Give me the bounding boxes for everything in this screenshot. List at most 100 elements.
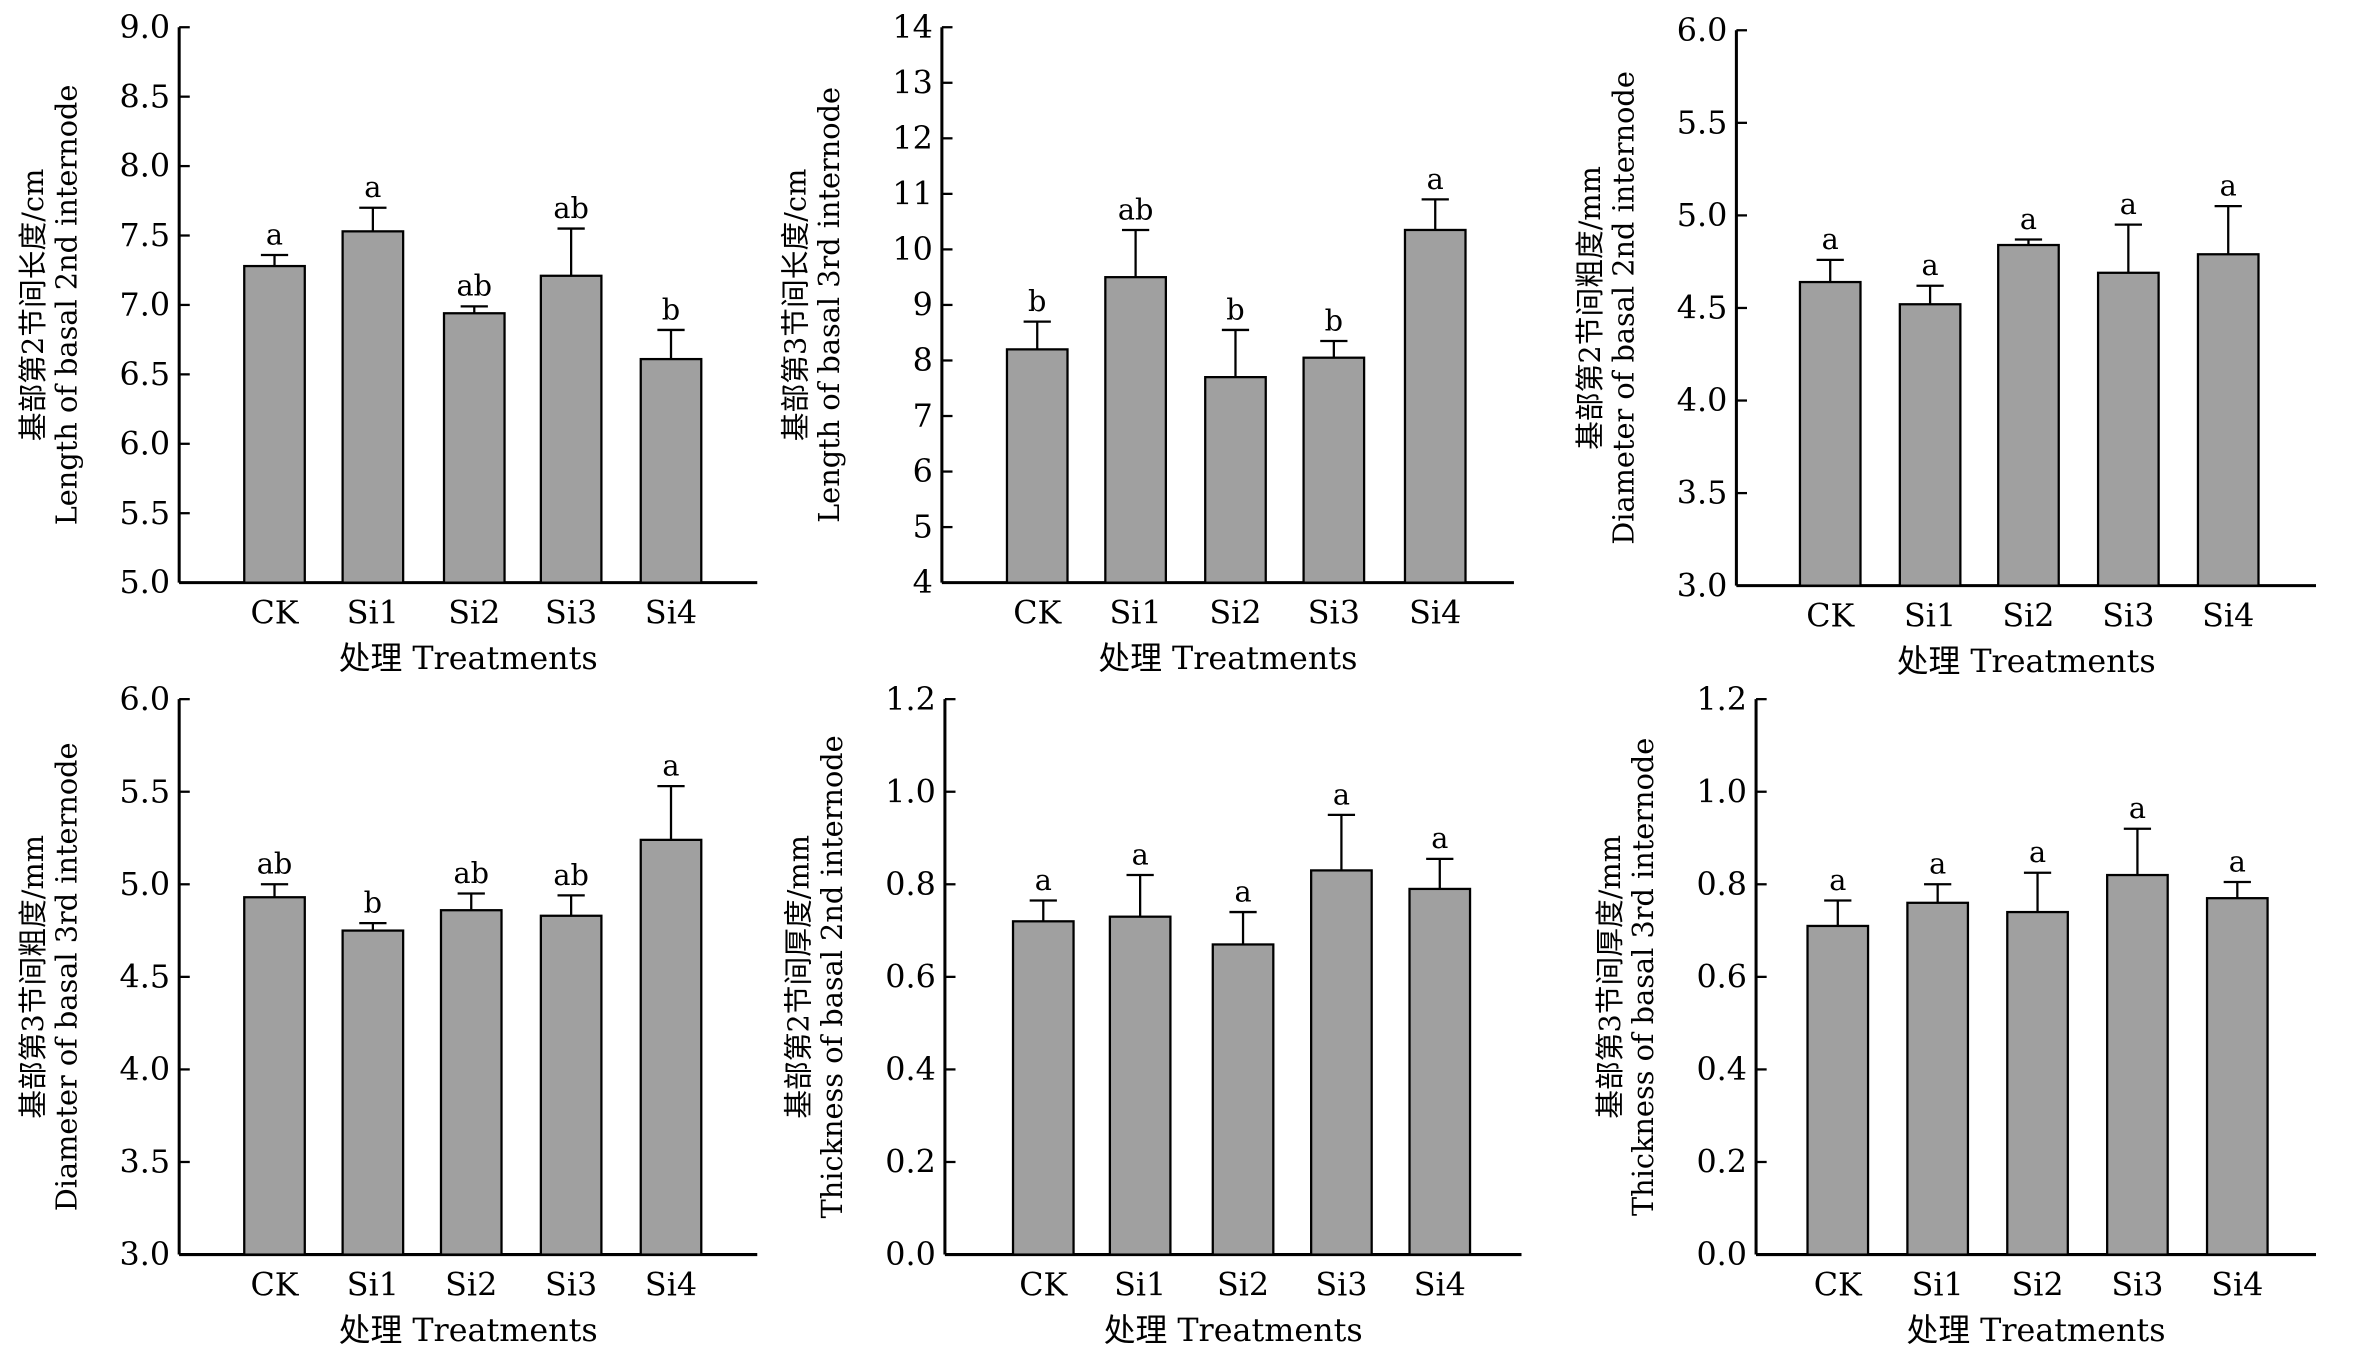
bar [539,274,603,584]
y-tick-label: 0.0 [885,1237,936,1273]
y-tick-label: 0.8 [1696,867,1747,903]
y-tick-label: 0.8 [885,867,936,903]
significance-letter: a [1132,837,1149,871]
y-axis-label-en: Length of basal 2nd internode [49,85,83,526]
x-tick-label: CK [250,1267,299,1303]
y-tick-label: 8.0 [120,149,171,185]
bar [1108,915,1172,1256]
y-tick-label: 3.5 [1677,476,1728,512]
x-tick-label: Si3 [545,1267,597,1303]
significance-letter: ab [1118,192,1154,226]
chart-panel-6: 0.0 0.2 0.4 0.6 0.8 1.0 1.2 a CK a Si1 a Si2 a Si3 a Si4… [1593,682,2316,1349]
x-tick-label: Si4 [1414,1267,1466,1303]
y-axis-label-cn: 基部第3节间粗度/mm [16,835,50,1119]
y-tick-label: 8.5 [120,79,171,115]
y-tick-label: 5.0 [120,565,171,601]
significance-letter: a [2120,187,2137,221]
bar [1011,920,1075,1256]
significance-letter: a [1431,821,1448,855]
x-tick-label: Si1 [1114,1267,1166,1303]
bar [442,312,506,584]
x-tick-label: Si1 [1110,595,1162,631]
y-axis-label-en: Length of basal 3rd internode [812,87,846,523]
y-tick-label: 4.0 [1677,383,1728,419]
x-tick-label: Si2 [448,595,500,631]
x-axis-label: 处理 Treatments [1907,1313,2166,1349]
bar [243,896,306,1256]
y-tick-label: 5.5 [120,496,171,532]
significance-letter: ab [553,191,589,225]
x-tick-label: Si4 [645,595,697,631]
y-tick-label: 6.5 [120,357,171,393]
x-tick-label: CK [1013,595,1062,631]
y-axis-label-en: Thickness of basal 3rd internode [1626,738,1660,1216]
significance-letter: b [1028,284,1046,318]
y-tick-label: 0.2 [1696,1145,1747,1181]
y-tick-label: 1.2 [1696,682,1747,718]
y-tick-label: 1.0 [885,774,936,810]
y-tick-label: 9 [913,288,933,324]
significance-letter: ab [553,858,589,892]
x-tick-label: Si2 [2002,599,2054,635]
significance-letter: b [662,292,680,326]
x-tick-label: Si1 [347,1267,399,1303]
chart-panel-3: 3.0 3.5 4.0 4.5 5.0 5.5 6.0 a CK a Si1 a Si2 a Si3 a Si4… [1573,13,2316,680]
x-tick-label: Si3 [2102,599,2154,635]
bar [639,357,703,584]
y-tick-label: 11 [892,176,932,212]
y-tick-label: 4.0 [120,1052,171,1088]
significance-letter: b [364,886,382,920]
chart-panel-1: 5.0 5.5 6.0 6.5 7.0 7.5 8.0 8.5 9.0 a CK a Si1 ab Si2 a… [16,10,758,677]
y-tick-label: 7.0 [120,288,171,324]
y-axis-label-cn: 基部第2节间厚度/mm [782,835,816,1119]
chart-panel-2: 4 5 6 7 8 9 10 11 12 13 14 b CK ab Si1 b Si2 b Si3 a Si4 处理 T… [779,10,1514,677]
bar [1403,228,1467,584]
y-tick-label: 0.4 [1696,1052,1747,1088]
y-tick-label: 4.5 [1677,291,1728,327]
significance-letter: a [2129,791,2146,825]
x-tick-label: Si1 [347,595,399,631]
bar [439,909,503,1256]
y-tick-label: 4.5 [120,959,171,995]
chart-panel-4: 3.0 3.5 4.0 4.5 5.0 5.5 6.0 ab CK b Si1 ab Si2 ab Si3 a… [16,682,758,1349]
significance-letter: b [1226,292,1244,326]
bar [1302,356,1366,584]
bar [1997,243,2060,587]
bar [2106,873,2169,1256]
x-tick-label: CK [1806,599,1855,635]
y-tick-label: 7.5 [120,218,171,254]
x-tick-label: Si4 [1409,595,1461,631]
y-tick-label: 8 [913,343,933,379]
significance-letter: a [1427,162,1444,196]
y-tick-label: 0.4 [885,1052,936,1088]
y-axis-label-cn: 基部第2节间长度/cm [16,169,50,442]
x-axis-label: 处理 Treatments [339,641,598,677]
y-tick-label: 13 [892,65,932,101]
y-axis-label-en: Diameter of basal 2nd internode [1606,71,1640,545]
bar [1408,887,1472,1256]
x-tick-label: Si2 [1209,595,1261,631]
significance-letter: a [1929,847,1946,881]
chart-panel-5: 0.0 0.2 0.4 0.6 0.8 1.0 1.2 a CK a Si1 a Si2 a Si3 a Si4… [782,682,1522,1349]
x-axis-label: 处理 Treatments [1098,641,1357,677]
x-tick-label: Si3 [545,595,597,631]
y-axis-label-en: Diameter of basal 3rd internode [49,742,83,1211]
y-tick-label: 6.0 [120,426,171,462]
x-tick-label: Si4 [2211,1267,2263,1303]
bar [1806,924,1870,1256]
significance-letter: ab [456,269,492,303]
bar [1898,303,1962,587]
significance-letter: a [662,749,679,783]
y-tick-label: 1.0 [1696,774,1747,810]
y-axis-label-cn: 基部第3节间厚度/mm [1593,835,1627,1119]
significance-letter: a [1822,222,1839,256]
bar [2096,271,2160,587]
x-axis-label: 处理 Treatments [1104,1313,1363,1349]
y-tick-label: 0.6 [885,959,936,995]
x-tick-label: Si1 [1904,599,1956,635]
y-tick-label: 5.5 [120,774,171,810]
y-tick-label: 3.0 [120,1237,171,1273]
x-tick-label: CK [1814,1267,1863,1303]
y-tick-label: 0.6 [1696,959,1747,995]
y-tick-label: 10 [892,232,932,268]
